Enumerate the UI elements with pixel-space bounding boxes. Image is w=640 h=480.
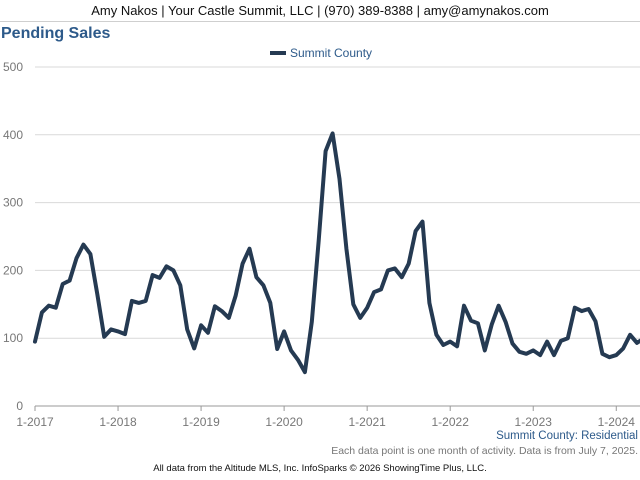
x-tick-label: 1-2018 <box>99 415 137 429</box>
legend: Summit County <box>270 45 372 61</box>
axis-layer: 0 100 200 300 400 500 1-2017 1-2018 1-2019 1-2020… <box>3 60 636 429</box>
y-tick-label: 300 <box>3 196 23 210</box>
x-tick-label: 1-2020 <box>265 415 303 429</box>
grid-layer <box>35 66 640 407</box>
x-tick-label: 1-2022 <box>432 415 470 429</box>
header-contact-text: Amy Nakos | Your Castle Summit, LLC | (9… <box>91 3 549 18</box>
chart-title: Pending Sales <box>1 25 111 42</box>
y-tick-label: 0 <box>16 399 23 413</box>
x-tick-label: 1-2024 <box>598 415 636 429</box>
region-label: Summit County: Residential <box>496 430 638 442</box>
y-tick-label: 100 <box>3 331 23 345</box>
y-tick-label: 200 <box>3 263 23 277</box>
y-tick-label: 400 <box>3 128 23 142</box>
source-note: All data from the Altitude MLS, Inc. Inf… <box>153 463 487 474</box>
y-tick-label: 500 <box>3 60 23 74</box>
x-tick-label: 1-2017 <box>16 415 54 429</box>
header-bar: Amy Nakos | Your Castle Summit, LLC | (9… <box>0 0 640 22</box>
x-tick-label: 1-2021 <box>348 415 386 429</box>
x-tick-label: 1-2023 <box>515 415 553 429</box>
data-note: Each data point is one month of activity… <box>331 445 638 457</box>
legend-swatch <box>270 51 286 55</box>
x-tick-label: 1-2019 <box>182 415 220 429</box>
series-line <box>33 131 640 375</box>
series-layer <box>33 131 640 375</box>
legend-label: Summit County <box>290 46 373 60</box>
